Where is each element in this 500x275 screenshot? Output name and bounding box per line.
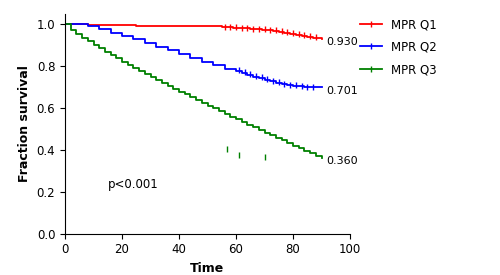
Text: 0.360: 0.360 bbox=[326, 156, 358, 166]
Text: 0.930: 0.930 bbox=[326, 37, 358, 48]
Text: p<0.001: p<0.001 bbox=[108, 178, 158, 191]
Legend: MPR Q1, MPR Q2, MPR Q3: MPR Q1, MPR Q2, MPR Q3 bbox=[356, 14, 442, 81]
Text: 0.701: 0.701 bbox=[326, 86, 358, 96]
X-axis label: Time: Time bbox=[190, 262, 224, 275]
Y-axis label: Fraction survival: Fraction survival bbox=[18, 65, 31, 182]
